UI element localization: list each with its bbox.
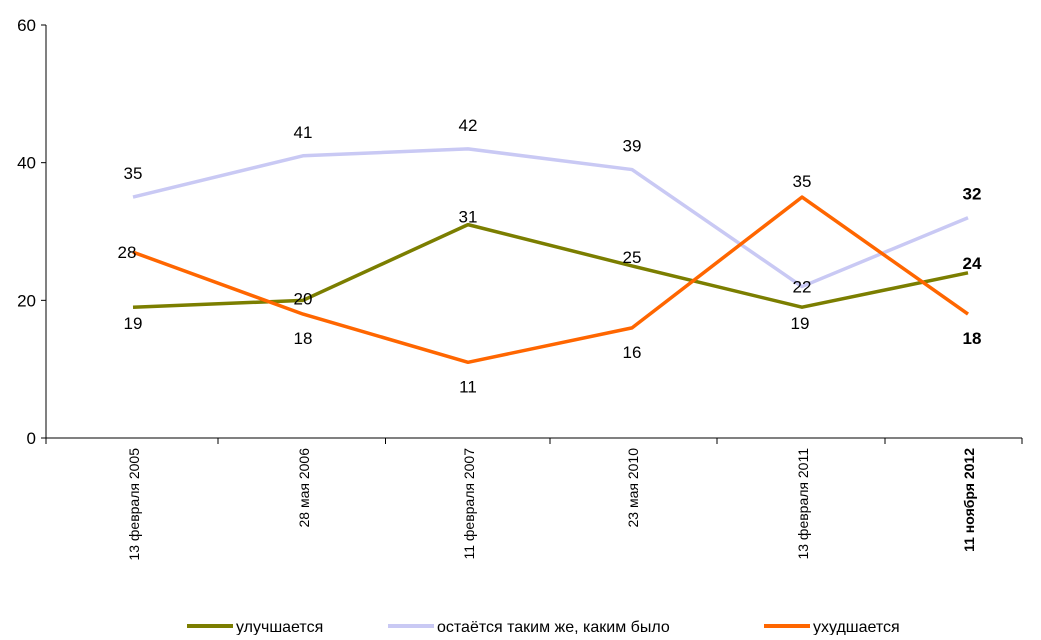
data-label: 31 (459, 208, 478, 227)
data-label: 11 (459, 377, 477, 396)
x-tick-label: 13 февраля 2005 (126, 448, 142, 561)
data-label: 19 (124, 314, 143, 333)
y-tick-label: 20 (17, 291, 36, 310)
x-tick-labels: 13 февраля 2005 28 мая 2006 11 февраля 200… (126, 448, 977, 561)
data-label: 22 (793, 278, 812, 297)
data-label: 25 (623, 248, 642, 267)
x-tick-label: 23 мая 2010 (625, 448, 641, 528)
data-label: 42 (459, 116, 478, 135)
data-label: 19 (791, 314, 810, 333)
legend-label: ухудшается (813, 619, 900, 635)
series-lines (132, 147, 970, 365)
data-labels: 19 20 31 25 19 24 35 41 42 39 22 32 28 18 11 16 35 18 (118, 116, 982, 396)
y-tick-label: 0 (27, 429, 36, 448)
series-line (132, 222, 969, 309)
axes: 0 20 40 60 (17, 16, 1023, 448)
data-label: 16 (623, 343, 642, 362)
x-tick-label: 28 мая 2006 (296, 448, 312, 528)
legend-label: остаётся таким же, каким было (437, 619, 670, 635)
legend: улучшается остаётся таким же, каким было у… (187, 619, 900, 636)
series-line (132, 195, 970, 365)
y-tick-label: 40 (17, 154, 36, 173)
data-label: 18 (294, 329, 313, 348)
y-tick-label: 60 (17, 16, 36, 35)
data-label: 20 (294, 289, 313, 308)
data-label: 18 (963, 329, 982, 348)
data-label: 28 (118, 243, 137, 262)
data-label: 39 (623, 137, 642, 156)
data-label: 24 (963, 254, 982, 273)
data-label: 41 (294, 123, 313, 142)
legend-label: улучшается (236, 619, 323, 635)
data-label: 35 (793, 172, 812, 191)
x-tick-label: 11 ноября 2012 (961, 448, 977, 552)
x-tick-label: 11 февраля 2007 (461, 448, 477, 560)
data-label: 32 (963, 185, 982, 204)
x-tick-label: 13 февраля 2011 (795, 448, 811, 560)
series-line (132, 147, 969, 289)
data-label: 35 (124, 164, 143, 183)
